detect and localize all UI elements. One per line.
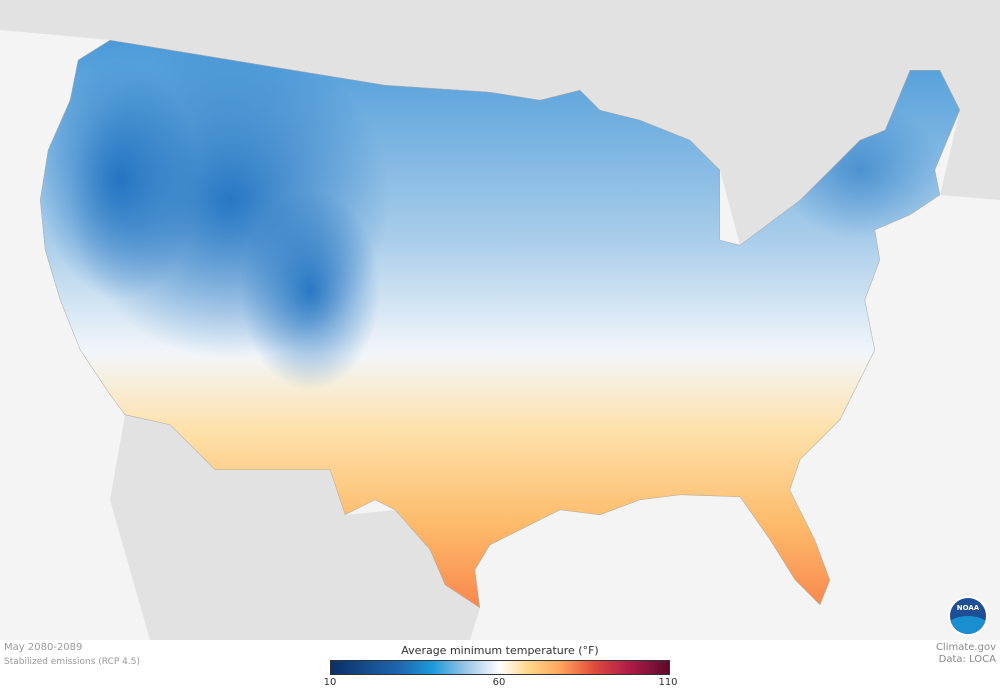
legend-color-bar [330, 660, 670, 675]
noaa-logo: NOAA [948, 596, 988, 636]
credit-data: Data: LOCA [938, 654, 996, 665]
credit-site: Climate.gov [935, 642, 996, 653]
legend-tick-max: 110 [658, 677, 678, 688]
footer: May 2080-2089 Stabilized emissions (RCP … [0, 640, 1000, 690]
temperature-map [0, 0, 1000, 640]
period-label: May 2080-2089 [4, 642, 83, 653]
legend-title: Average minimum temperature (°F) [401, 644, 599, 657]
scenario-label: Stabilized emissions (RCP 4.5) [4, 657, 140, 667]
mexico-land [110, 415, 480, 640]
legend-tick-min: 10 [323, 677, 337, 688]
legend-tick-mid: 60 [492, 677, 506, 688]
canada-land [0, 0, 1000, 245]
